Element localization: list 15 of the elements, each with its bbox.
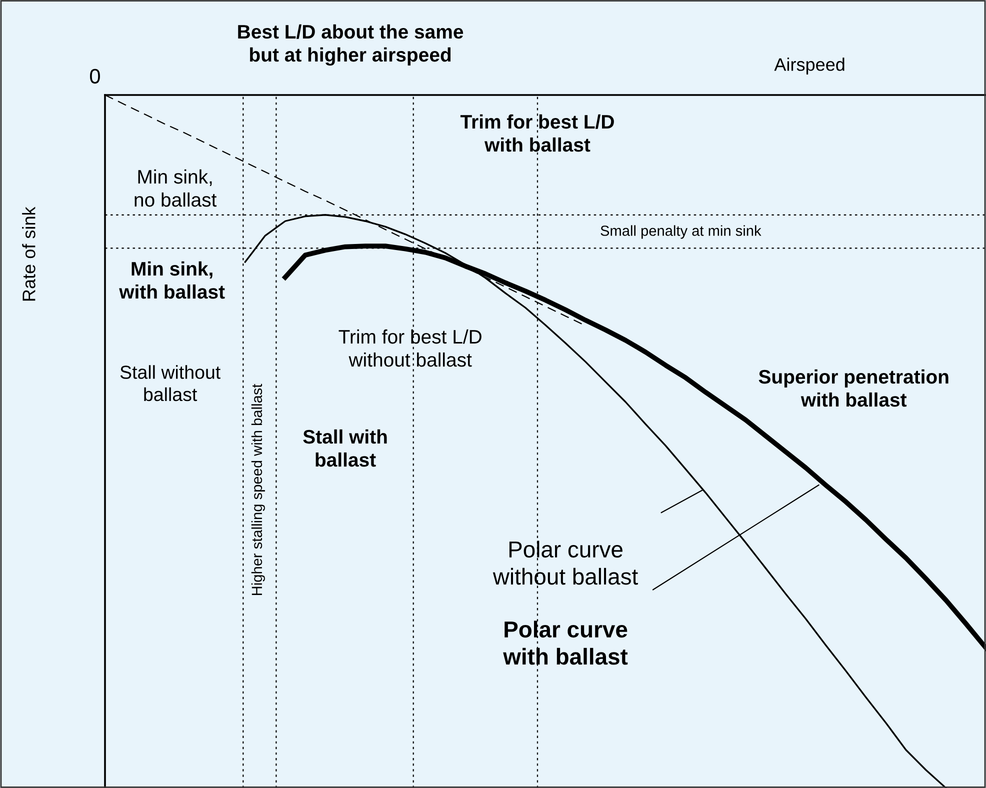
x-axis-title: Airspeed xyxy=(774,58,844,74)
y-axis-title: Rate of sink xyxy=(22,206,36,301)
annotation: Trim for best L/D with ballast xyxy=(460,114,614,152)
annotation: Min sink, with ballast xyxy=(119,261,225,299)
annotation: Higher stalling speed with ballast xyxy=(251,384,265,595)
annotation: Superior penetration with ballast xyxy=(758,369,948,407)
annotation: Polar curve without ballast xyxy=(492,540,638,585)
text: 0 xyxy=(90,68,100,84)
text: Best L/D about the same but at higher airspeed xyxy=(238,24,464,66)
annotation: Stall with ballast xyxy=(303,429,387,467)
annotation: Stall without ballast xyxy=(120,365,220,402)
annotation: Min sink, no ballast xyxy=(134,169,217,207)
annotation: Trim for best L/D without ballast xyxy=(338,329,482,367)
annotation: Polar curve with ballast xyxy=(503,620,628,665)
annotation: Small penalty at min sink xyxy=(600,225,762,239)
